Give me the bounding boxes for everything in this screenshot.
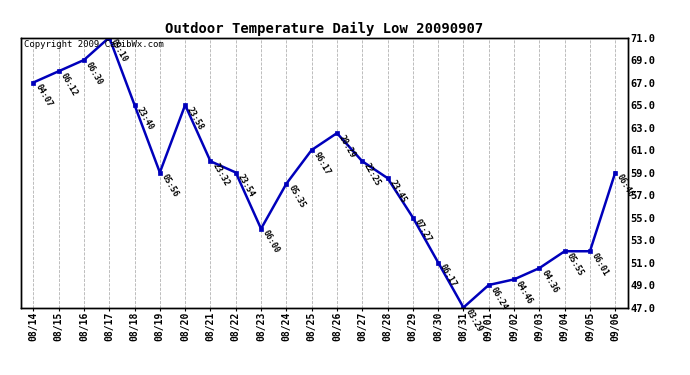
Text: 20:29: 20:29 (337, 133, 357, 159)
Text: 04:07: 04:07 (33, 82, 54, 109)
Text: 03:29: 03:29 (464, 308, 484, 334)
Text: 05:55: 05:55 (564, 251, 585, 278)
Text: 07:27: 07:27 (413, 217, 433, 244)
Text: 23:32: 23:32 (210, 161, 230, 188)
Text: 04:36: 04:36 (540, 268, 560, 294)
Text: 06:30: 06:30 (84, 60, 104, 86)
Text: 23:40: 23:40 (135, 105, 155, 131)
Text: 04:46: 04:46 (514, 279, 534, 306)
Text: 23:58: 23:58 (185, 105, 206, 131)
Text: 06:17: 06:17 (438, 262, 458, 289)
Text: 06:46: 06:46 (615, 172, 635, 199)
Text: 06:24: 06:24 (489, 285, 509, 311)
Text: 06:00: 06:00 (261, 229, 282, 255)
Text: 06:01: 06:01 (590, 251, 610, 278)
Text: 22:25: 22:25 (362, 161, 382, 188)
Text: 06:12: 06:12 (59, 71, 79, 98)
Text: 05:56: 05:56 (160, 172, 180, 199)
Text: 96:17: 96:17 (312, 150, 332, 176)
Text: 05:35: 05:35 (286, 184, 306, 210)
Title: Outdoor Temperature Daily Low 20090907: Outdoor Temperature Daily Low 20090907 (165, 22, 484, 36)
Text: 23:45: 23:45 (388, 178, 408, 204)
Text: 23:54: 23:54 (236, 172, 256, 199)
Text: 09:10: 09:10 (109, 38, 130, 64)
Text: Copyright 2009 CaribWx.com: Copyright 2009 CaribWx.com (23, 40, 164, 49)
